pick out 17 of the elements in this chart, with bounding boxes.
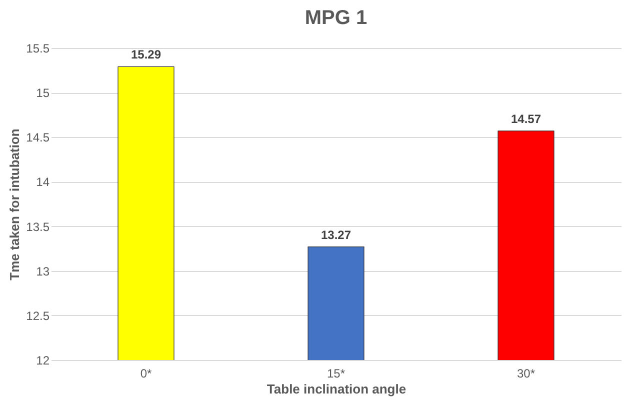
y-tick-label: 13.5 [26, 220, 50, 234]
y-axis-title: Tme taken for intubation [7, 128, 22, 280]
chart-title: MPG 1 [304, 7, 368, 29]
y-tick-label: 14.5 [26, 130, 50, 145]
y-tick-label: 12.5 [26, 308, 50, 323]
y-tick-label: 13 [36, 264, 50, 278]
x-tick-label: 30* [516, 366, 536, 380]
data-label: 15.29 [130, 48, 162, 62]
data-label: 14.57 [510, 112, 542, 126]
x-tick-label: 15* [326, 366, 346, 380]
y-tick-label: 15.5 [26, 42, 50, 56]
y-tick-label: 14 [36, 175, 50, 190]
x-axis-title: Table inclination angle [266, 382, 406, 396]
y-tick-label: 15 [36, 86, 50, 100]
data-label: 13.27 [320, 228, 352, 242]
x-tick-label: 0* [140, 366, 152, 380]
y-tick-label: 12 [36, 354, 50, 368]
